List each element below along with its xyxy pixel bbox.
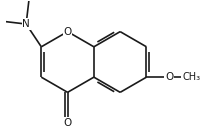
Text: O: O xyxy=(64,27,72,37)
Text: O: O xyxy=(64,118,72,127)
Text: CH₃: CH₃ xyxy=(182,72,200,82)
Text: O: O xyxy=(165,72,173,82)
Text: N: N xyxy=(22,19,30,29)
